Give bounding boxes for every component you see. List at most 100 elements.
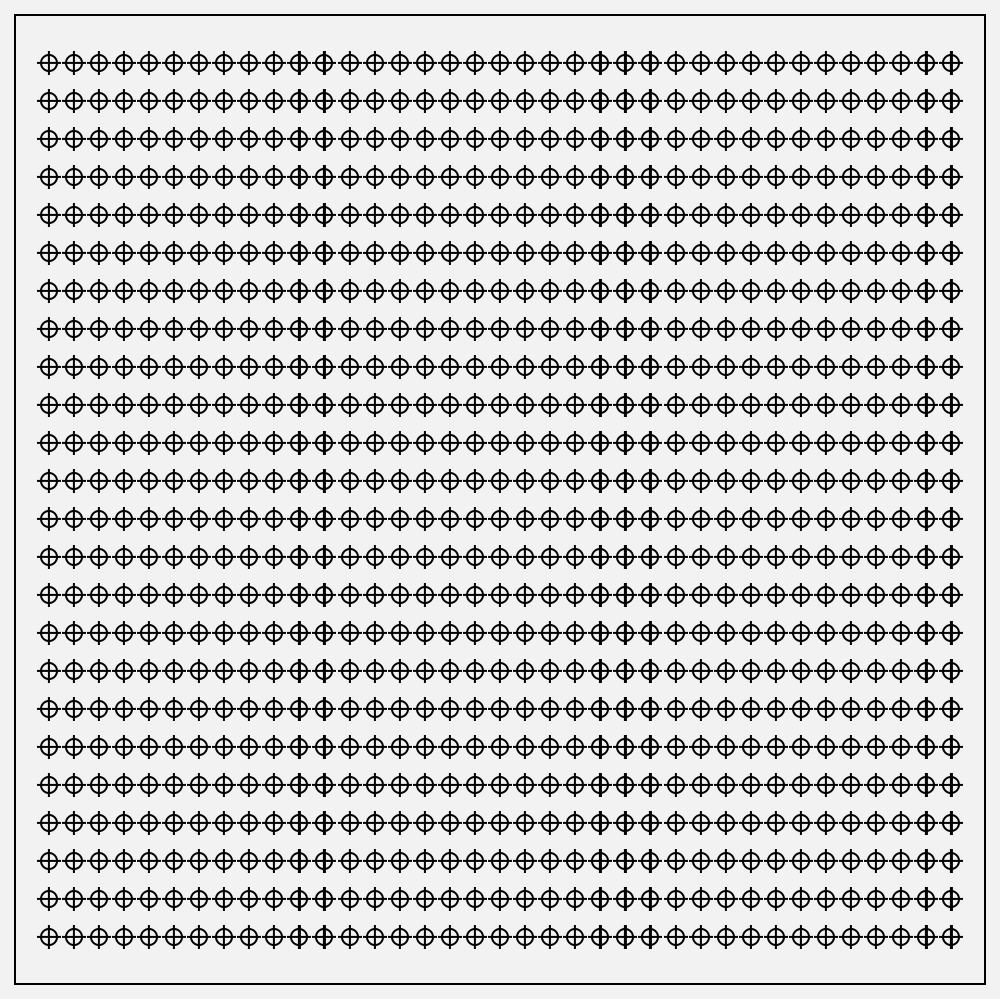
circle-plus-marker: [538, 773, 562, 797]
grid-cell: [738, 348, 763, 386]
grid-cell: [939, 424, 964, 462]
grid-cell: [237, 386, 262, 424]
circle-plus-marker: [112, 887, 136, 911]
grid-cell: [387, 804, 412, 842]
grid-cell: [889, 500, 914, 538]
circle-plus-marker: [212, 735, 236, 759]
circle-plus-marker: [488, 51, 512, 75]
grid-cell: [412, 842, 437, 880]
grid-cell: [638, 842, 663, 880]
circle-plus-marker: [664, 203, 688, 227]
circle-plus-marker: [287, 241, 311, 265]
grid-cell: [487, 310, 512, 348]
circle-plus-marker: [538, 849, 562, 873]
grid-cell: [563, 272, 588, 310]
grid-cell: [588, 120, 613, 158]
grid-cell: [763, 728, 788, 766]
grid-cell: [513, 44, 538, 82]
grid-cell: [312, 766, 337, 804]
circle-plus-marker: [262, 849, 286, 873]
grid-cell: [111, 576, 136, 614]
circle-plus-marker: [714, 887, 738, 911]
grid-cell: [914, 272, 939, 310]
grid-cell: [613, 690, 638, 728]
grid-cell: [889, 272, 914, 310]
grid-cell: [513, 500, 538, 538]
circle-plus-marker: [789, 811, 813, 835]
circle-plus-marker: [689, 317, 713, 341]
grid-cell: [337, 652, 362, 690]
circle-plus-marker: [513, 849, 537, 873]
grid-cell: [161, 462, 186, 500]
grid-cell: [713, 538, 738, 576]
grid-cell: [262, 576, 287, 614]
circle-plus-marker: [789, 925, 813, 949]
grid-cell: [588, 880, 613, 918]
grid-cell: [462, 272, 487, 310]
grid-cell: [538, 310, 563, 348]
circle-plus-marker: [338, 469, 362, 493]
grid-cell: [763, 386, 788, 424]
circle-plus-marker: [939, 507, 963, 531]
circle-plus-marker: [513, 811, 537, 835]
grid-cell: [713, 576, 738, 614]
grid-cell: [513, 918, 538, 956]
circle-plus-marker: [87, 393, 111, 417]
grid-cell: [588, 538, 613, 576]
circle-plus-marker: [714, 773, 738, 797]
grid-cell: [362, 44, 387, 82]
circle-plus-marker: [488, 583, 512, 607]
circle-plus-marker: [664, 659, 688, 683]
grid-cell: [161, 158, 186, 196]
circle-plus-marker: [112, 279, 136, 303]
circle-plus-marker: [814, 51, 838, 75]
circle-plus-marker: [137, 659, 161, 683]
circle-plus-marker: [764, 545, 788, 569]
grid-cell: [437, 310, 462, 348]
circle-plus-marker: [312, 621, 336, 645]
grid-cell: [362, 196, 387, 234]
grid-cell: [337, 348, 362, 386]
circle-plus-marker: [538, 127, 562, 151]
circle-plus-marker: [438, 89, 462, 113]
circle-plus-marker: [262, 127, 286, 151]
circle-plus-marker: [664, 51, 688, 75]
circle-plus-marker: [563, 89, 587, 113]
grid-cell: [613, 272, 638, 310]
circle-plus-marker: [338, 241, 362, 265]
grid-cell: [111, 272, 136, 310]
grid-cell: [186, 196, 211, 234]
circle-plus-marker: [37, 887, 61, 911]
circle-plus-marker: [538, 431, 562, 455]
circle-plus-marker: [388, 279, 412, 303]
grid-cell: [914, 234, 939, 272]
circle-plus-marker: [839, 165, 863, 189]
grid-cell: [889, 842, 914, 880]
circle-plus-marker: [513, 697, 537, 721]
grid-cell: [237, 120, 262, 158]
circle-plus-marker: [37, 51, 61, 75]
circle-plus-marker: [212, 165, 236, 189]
grid-cell: [663, 348, 688, 386]
circle-plus-marker: [237, 241, 261, 265]
circle-plus-marker: [413, 697, 437, 721]
circle-plus-marker: [363, 355, 387, 379]
grid-cell: [914, 880, 939, 918]
grid-cell: [563, 500, 588, 538]
grid-cell: [186, 348, 211, 386]
grid-cell: [186, 652, 211, 690]
circle-plus-marker: [338, 203, 362, 227]
circle-plus-marker: [312, 811, 336, 835]
grid-cell: [713, 120, 738, 158]
circle-plus-marker: [312, 317, 336, 341]
grid-cell: [237, 196, 262, 234]
grid-cell: [588, 690, 613, 728]
circle-plus-marker: [363, 887, 387, 911]
circle-plus-marker: [638, 89, 662, 113]
circle-plus-marker: [638, 545, 662, 569]
grid-cell: [638, 348, 663, 386]
circle-plus-marker: [814, 469, 838, 493]
circle-plus-marker: [237, 203, 261, 227]
circle-plus-marker: [563, 51, 587, 75]
circle-plus-marker: [62, 735, 86, 759]
